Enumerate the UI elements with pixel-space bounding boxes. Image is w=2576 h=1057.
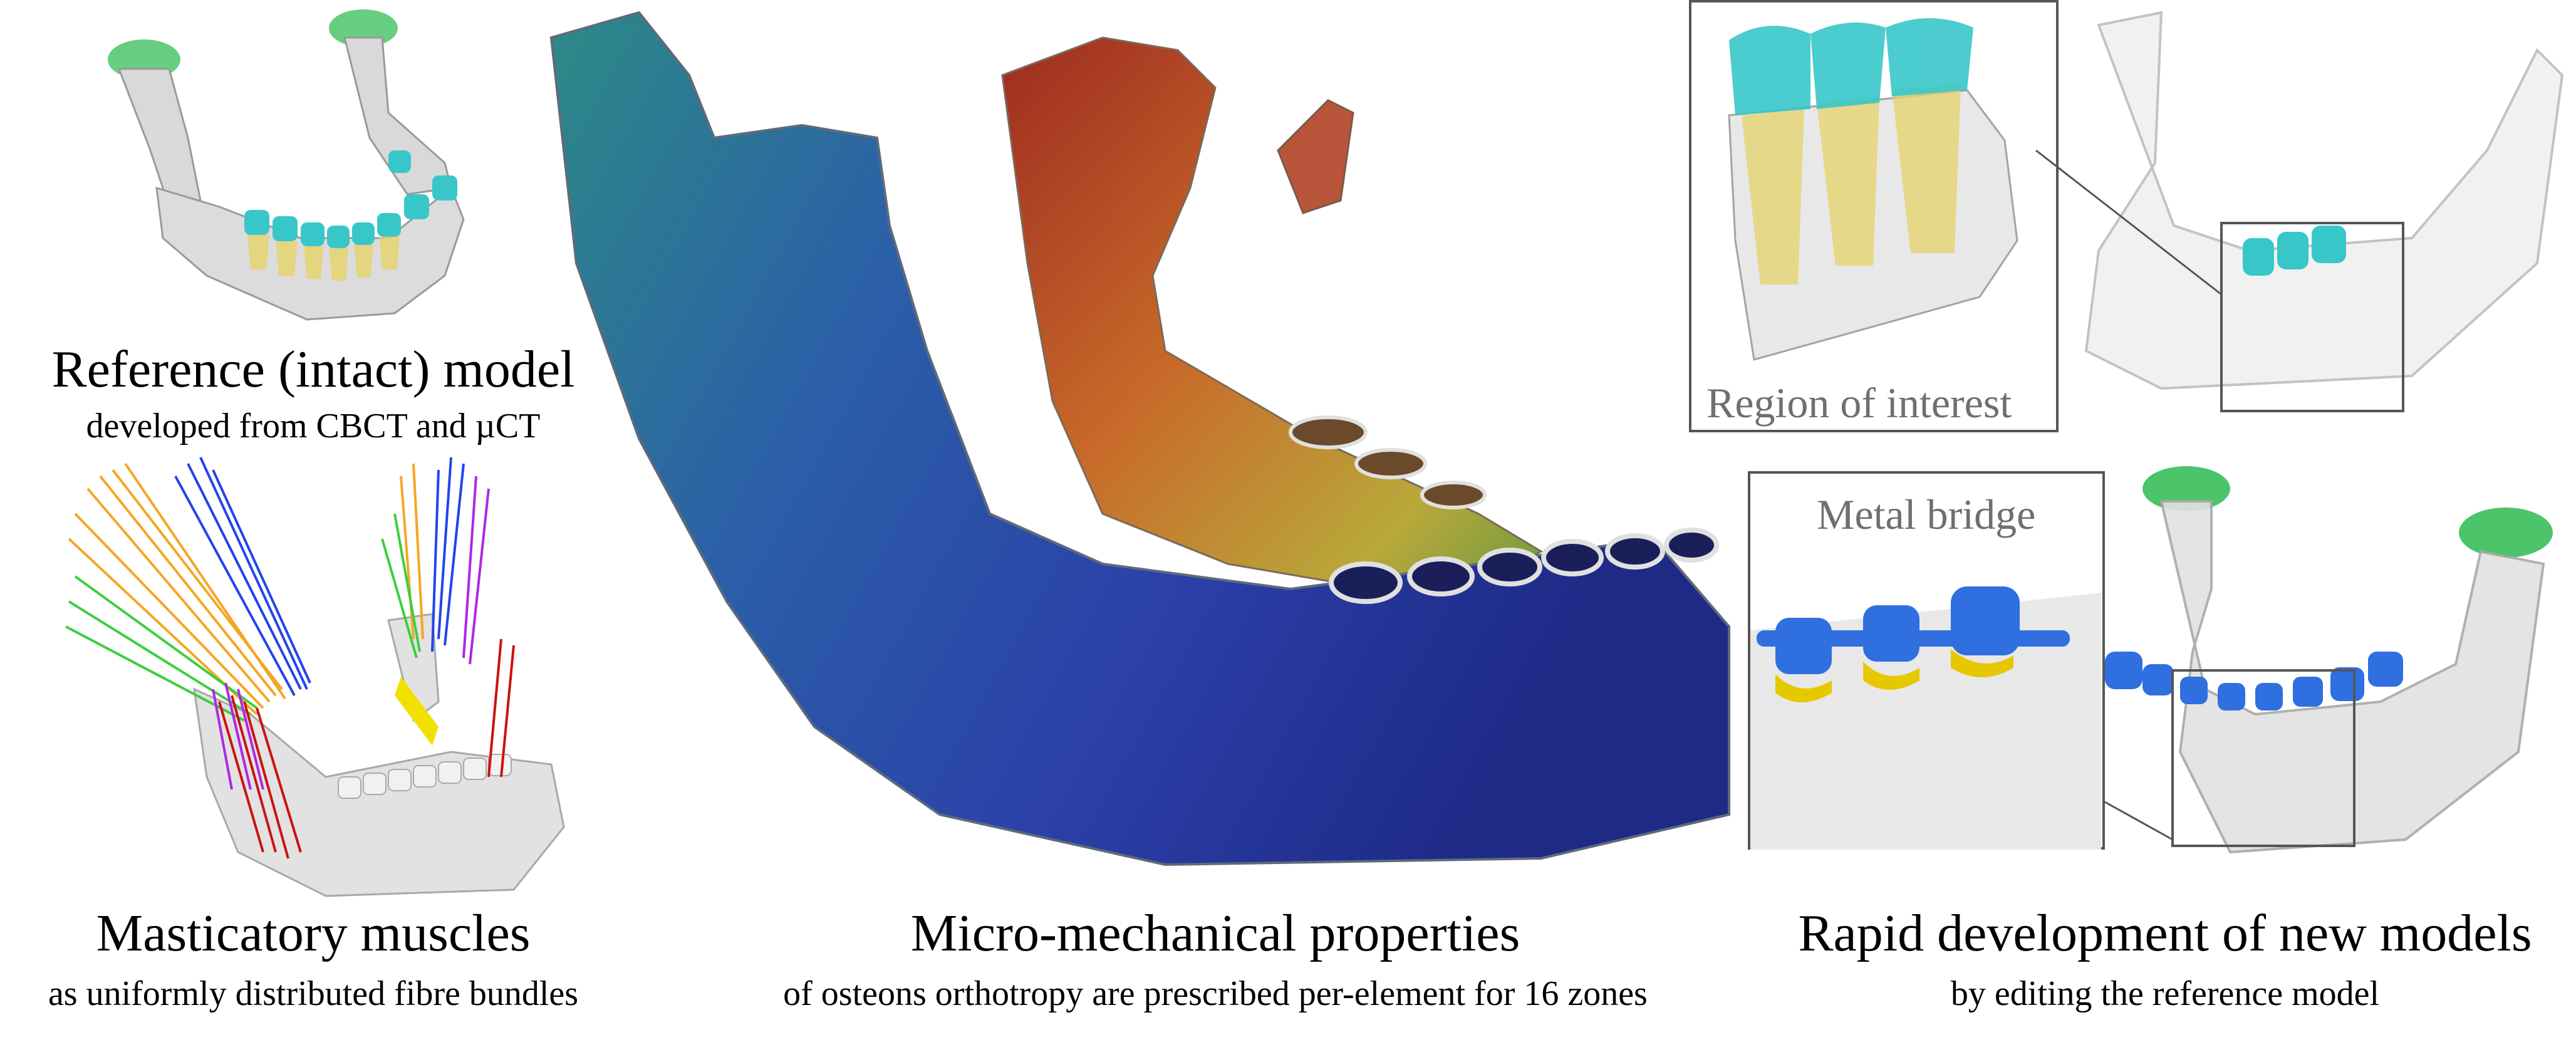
region-of-interest-label: Region of interest (1706, 379, 2012, 427)
bridge-mandible-teeth (2105, 652, 2403, 711)
rapid-caption: Rapid development of new models by editi… (1754, 904, 2576, 1013)
rapid-title: Rapid development of new models (1798, 904, 2532, 962)
metal-bridge-label: Metal bridge (1817, 491, 2036, 538)
reference-mandible-render (108, 9, 465, 321)
left-ramus (117, 68, 202, 208)
bridge-yellow-roots (1775, 649, 2013, 702)
yellow-fibre-bundle (395, 677, 439, 746)
muscles-caption: Masticatory muscles as uniformly distrib… (0, 904, 626, 1013)
micro-inner-ramus (1001, 36, 1544, 603)
reference-caption: Reference (intact) model developed from … (0, 343, 626, 444)
region-inset-render (1728, 18, 2018, 361)
teeth-row (244, 150, 457, 281)
orange-fibre-bundle (68, 462, 424, 716)
micro-caption: Micro-mechanical properties of osteons o… (677, 904, 1754, 1013)
muscles-teeth (338, 754, 512, 799)
micro-coronoid (1277, 99, 1354, 214)
bridge-right-condyle-cap (2459, 508, 2553, 558)
bridge-mandible-outline (2159, 500, 2545, 854)
region-mandible-outline (2084, 11, 2564, 390)
reference-title: Reference (intact) model (51, 340, 575, 398)
muscles-subtitle: as uniformly distributed fibre bundles (48, 974, 579, 1013)
green-fibre-bundle (65, 513, 421, 722)
micro-subtitle: of osteons orthotropy are prescribed per… (783, 974, 1648, 1013)
metal-bridge-render (1750, 586, 2101, 850)
region-selection-box (2220, 222, 2404, 412)
micro-inner-sockets (1289, 415, 1487, 509)
bridge-mandible-render (2104, 466, 2553, 854)
reference-subtitle: developed from CBCT and µCT (86, 407, 541, 445)
region-crowns (1729, 18, 1973, 116)
metal-bridge-inset: Metal bridge (1748, 471, 2105, 850)
micro-tooth-sockets (1329, 528, 1719, 604)
micro-title: Micro-mechanical properties (910, 904, 1520, 962)
blue-fibre-bundle (174, 457, 465, 696)
red-fibre-bundle (218, 638, 515, 859)
micro-mechanical-render (549, 11, 1730, 867)
muscles-render (65, 457, 565, 897)
rapid-subtitle: by editing the reference model (1950, 974, 2380, 1013)
region-of-interest-inset: Region of interest (1689, 0, 2059, 432)
muscles-title: Masticatory muscles (96, 904, 531, 962)
region-roots (1742, 84, 1961, 284)
bridge-connector-bar (1757, 630, 2070, 647)
region-mandible-teeth (2243, 226, 2346, 276)
region-leader-line (2035, 149, 2222, 296)
bridge-selection-box (2171, 669, 2355, 847)
bridge-leader-line (2104, 801, 2173, 841)
purple-fibre-bundle (212, 476, 490, 790)
region-mandible-render (2035, 11, 2564, 412)
